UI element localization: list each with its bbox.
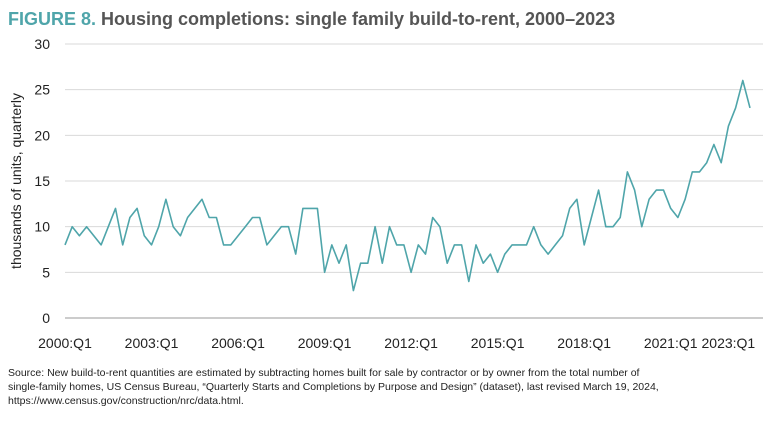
y-tick-label: 5 [42,264,50,280]
source-note: https://www.census.gov/construction/nrc/… [8,395,244,407]
x-tick-label: 2023:Q1 [702,335,756,351]
x-tick-label: 2021:Q1 [644,335,698,351]
x-tick-label: 2012:Q1 [384,335,438,351]
x-tick-label: 2006:Q1 [211,335,265,351]
data-line [64,79,751,292]
y-tick-label: 15 [34,173,50,189]
x-tick-label: 2000:Q1 [38,335,92,351]
x-tick-label: 2015:Q1 [471,335,525,351]
x-tick-label: 2003:Q1 [125,335,179,351]
y-tick-label: 10 [34,219,50,235]
x-tick-label: 2018:Q1 [557,335,611,351]
x-tick-label: 2009:Q1 [298,335,352,351]
source-note: Source: New build-to-rent quantities are… [8,367,640,379]
y-tick-label: 25 [34,82,50,98]
y-tick-label: 0 [42,310,50,326]
y-axis-label: thousands of units, quarterly [8,93,24,269]
source-note: single-family homes, US Census Bureau, “… [8,381,659,393]
title-text: Housing completions: single family build… [101,9,615,29]
y-tick-label: 20 [34,127,50,143]
chart-title: FIGURE 8. Housing completions: single fam… [8,9,615,29]
y-tick-label: 30 [34,36,50,52]
figure-label: FIGURE 8. [8,9,96,29]
